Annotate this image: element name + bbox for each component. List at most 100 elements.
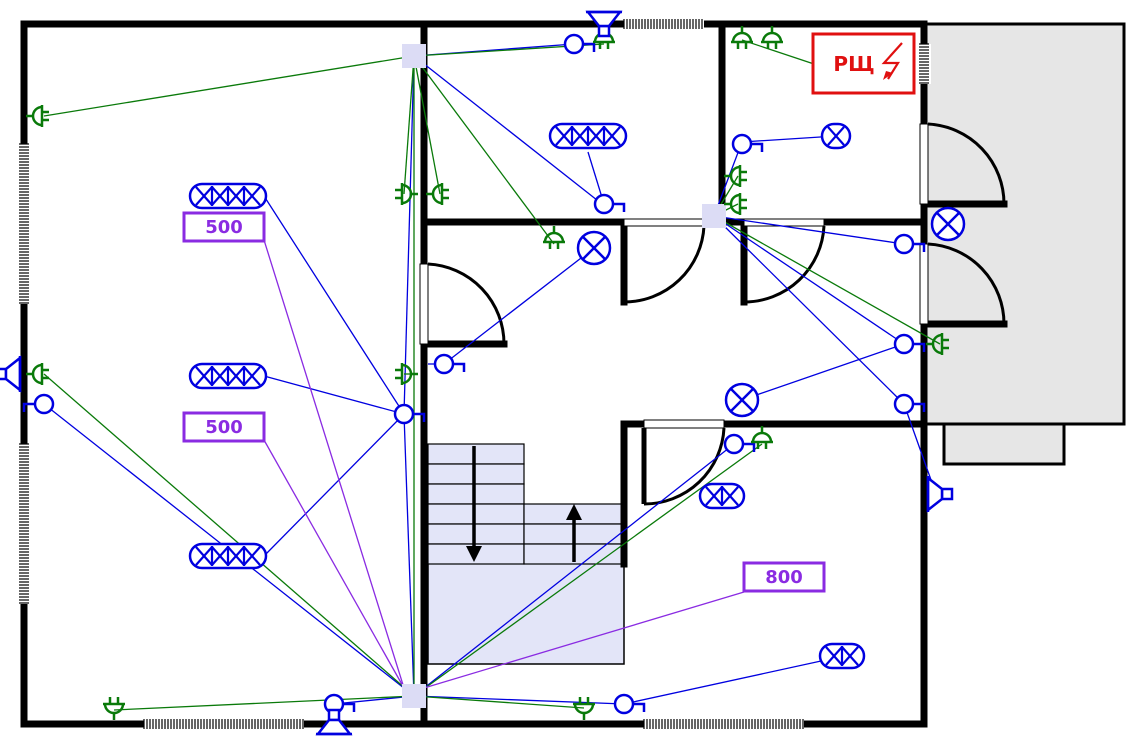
power-label-500-b: 500 (182, 411, 266, 443)
speaker-icon (585, 10, 623, 38)
lighting-wire-8 (713, 215, 905, 345)
door-arc-hall-right (743, 225, 826, 304)
window-1 (143, 717, 304, 731)
windows (17, 17, 931, 731)
stair-landing (427, 561, 625, 665)
sockets (26, 26, 949, 720)
power-socket-icon (724, 193, 747, 215)
power-label-800-text: 800 (765, 567, 803, 588)
socket-wire-10 (713, 215, 941, 345)
annex-step (942, 422, 1066, 466)
door-arc-hall-left (623, 225, 706, 304)
lighting-wire-7 (713, 215, 905, 245)
lightning-bolt-icon (881, 42, 903, 80)
power-socket-icon (731, 26, 753, 49)
window-2 (643, 717, 804, 731)
junction-box-icon (702, 204, 726, 228)
lighting-wire-16 (333, 695, 415, 705)
lighting-wire-18 (623, 655, 845, 705)
power-socket-icon (761, 26, 783, 49)
power-label-wire-1 (263, 239, 405, 689)
window-6 (917, 43, 931, 84)
staircase (427, 443, 625, 665)
switches (22, 33, 926, 715)
switch-icon (893, 393, 926, 415)
power-socket-icon (724, 165, 747, 187)
lighting-wire-14 (263, 375, 405, 415)
power-socket-icon (395, 363, 418, 385)
distribution-panel: РЩ (811, 32, 916, 95)
lighting-wire-2 (413, 55, 603, 205)
stair-arrow-down-icon (466, 446, 482, 562)
lighting-wire-9 (713, 215, 905, 405)
ceiling-lamp-cross-icon (576, 230, 612, 266)
wiring-power-labels (263, 239, 745, 689)
power-label-500-a-text: 500 (205, 217, 243, 238)
switch-icon (723, 433, 756, 455)
lamps (576, 206, 966, 418)
switch-icon (893, 333, 926, 355)
socket-wire-2 (403, 55, 415, 195)
socket-wire-11 (43, 373, 415, 697)
power-label-wire-2 (263, 439, 405, 689)
power-label-500-a: 500 (182, 211, 266, 243)
power-label-group: 500 500 800 (182, 211, 826, 593)
junction-box-icon (402, 684, 426, 708)
linear-fixture-icon (188, 182, 268, 210)
linear-fixture-icon (818, 642, 866, 670)
switch-icon (433, 353, 466, 375)
socket-wire-4 (413, 55, 555, 245)
linear-fixture-icon (188, 542, 268, 570)
switch-icon (22, 393, 55, 415)
switch-icon (393, 403, 426, 425)
power-socket-icon (751, 426, 773, 449)
switch-icon (563, 33, 596, 55)
door-openings (419, 123, 929, 429)
socket-wire-12 (113, 695, 415, 711)
lighting-wire-20 (741, 343, 905, 401)
power-socket-icon (543, 226, 565, 249)
power-socket-icon (426, 183, 449, 205)
socket-wire-13 (413, 695, 585, 709)
junction-boxes (402, 44, 726, 708)
power-socket-icon (26, 105, 49, 127)
distribution-panel-label: РЩ (833, 52, 874, 76)
power-socket-icon (103, 697, 125, 720)
lighting-wire-3 (403, 55, 415, 415)
socket-wire-3 (413, 55, 441, 195)
junction-box-icon (402, 44, 426, 68)
window-5 (17, 443, 31, 604)
door-arc-west (427, 262, 506, 345)
power-label-800: 800 (742, 561, 826, 593)
speaker-icon (315, 708, 353, 736)
ceiling-lamp-cross-icon (724, 382, 760, 418)
switch-icon (731, 133, 764, 155)
lighting-wire-13 (263, 195, 405, 415)
power-label-500-b-text: 500 (205, 417, 243, 438)
speaker-icon (926, 475, 954, 513)
annex-structure (922, 22, 1126, 466)
switch-icon (893, 233, 926, 255)
door-arc-entry-bottom (927, 242, 1006, 325)
power-socket-icon (926, 333, 949, 355)
socket-wire-1 (43, 55, 415, 117)
door-arc-entry-top (927, 122, 1006, 205)
switch-icon (323, 693, 356, 715)
lighting-wire-5 (713, 141, 743, 217)
lighting-wire-6 (741, 135, 837, 143)
power-label-wire-3 (423, 591, 745, 689)
power-socket-icon (573, 697, 595, 720)
linear-fixture-icon (188, 362, 268, 390)
linear-fixture-icon (548, 122, 628, 150)
linear-fixture-icon (698, 482, 746, 510)
stair-arrow-up-icon (566, 504, 582, 562)
lighting-wire-12 (403, 413, 415, 697)
switch-icon (593, 193, 626, 215)
power-socket-icon (26, 363, 49, 385)
speaker-icon (0, 355, 22, 393)
socket-wire-7 (741, 39, 815, 65)
lighting-wire-19 (413, 443, 735, 697)
lighting-wire-15 (263, 413, 405, 557)
